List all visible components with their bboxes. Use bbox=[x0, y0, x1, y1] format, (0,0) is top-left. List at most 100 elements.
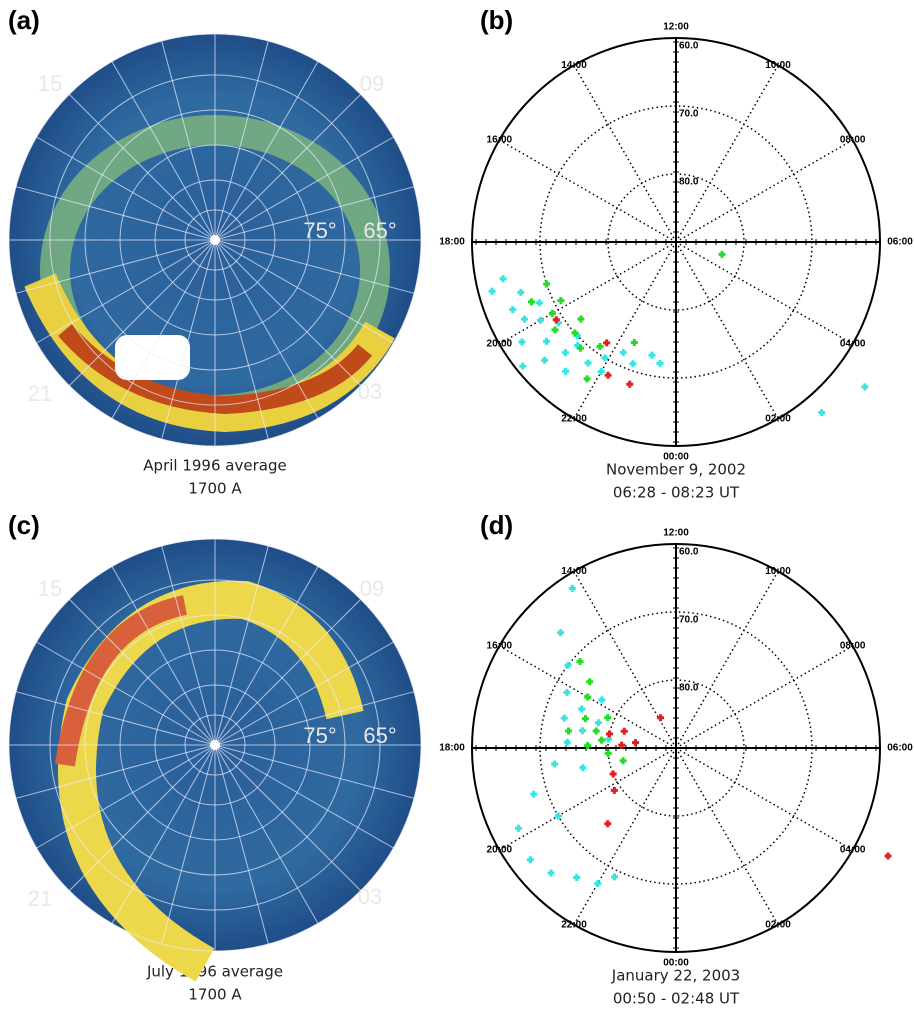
hour-label: 16:00 bbox=[487, 135, 513, 146]
latitude-label: 60.0 bbox=[679, 41, 699, 52]
hour-label: 20:00 bbox=[487, 339, 513, 350]
latitude-label: 70.0 bbox=[679, 615, 699, 626]
image-grid-spoke bbox=[214, 744, 319, 924]
image-grid-spoke bbox=[111, 744, 216, 924]
image-grid-spoke bbox=[111, 61, 216, 241]
image-grid-spoke bbox=[214, 136, 394, 241]
image-grid-spoke bbox=[214, 239, 362, 387]
latitude-label: 60.0 bbox=[679, 547, 699, 558]
image-grid-spoke bbox=[15, 691, 216, 746]
data-point bbox=[620, 727, 628, 735]
hour-label: 06:00 bbox=[887, 237, 913, 248]
data-point bbox=[578, 727, 586, 735]
data-point bbox=[577, 315, 585, 323]
image-grid-spoke bbox=[68, 93, 216, 241]
image-grid-spoke bbox=[15, 186, 216, 241]
hour-label: 06:00 bbox=[887, 743, 913, 754]
data-point bbox=[571, 329, 579, 337]
image-grid-spoke bbox=[214, 40, 269, 241]
data-point bbox=[603, 339, 611, 347]
data-point bbox=[551, 760, 559, 768]
caption: 1700 A bbox=[188, 986, 242, 1004]
data-point bbox=[861, 383, 869, 391]
hour-label: 10:00 bbox=[765, 566, 791, 577]
data-point bbox=[657, 714, 665, 722]
image-grid-spoke bbox=[161, 545, 216, 746]
aurora-core bbox=[55, 595, 188, 767]
image-grid-spoke bbox=[36, 641, 216, 746]
latitude-label: 80.0 bbox=[679, 683, 699, 694]
hour-label: 18:00 bbox=[439, 743, 465, 754]
latitude-label: 65° bbox=[363, 723, 396, 748]
caption: 06:28 - 08:23 UT bbox=[613, 484, 740, 502]
data-point bbox=[656, 359, 664, 367]
data-point bbox=[630, 339, 638, 347]
data-point bbox=[601, 354, 609, 362]
image-grid-spoke bbox=[68, 744, 216, 892]
data-point bbox=[576, 658, 584, 666]
image-grid-spoke bbox=[161, 40, 216, 241]
data-point bbox=[543, 337, 551, 345]
hour-label: 21 bbox=[28, 381, 52, 406]
data-point bbox=[604, 371, 612, 379]
data-point bbox=[563, 688, 571, 696]
hour-label: 15 bbox=[38, 71, 62, 96]
image-grid-spoke bbox=[214, 239, 415, 294]
data-point bbox=[578, 705, 586, 713]
hour-label: 10:00 bbox=[765, 60, 791, 71]
hour-label: 12:00 bbox=[663, 22, 689, 33]
data-point bbox=[592, 727, 600, 735]
hour-label: 08:00 bbox=[840, 135, 866, 146]
data-point bbox=[626, 380, 634, 388]
latitude-label: 80.0 bbox=[679, 177, 699, 188]
data-point bbox=[583, 375, 591, 383]
latitude-label: 75° bbox=[303, 723, 336, 748]
image-grid-spoke bbox=[214, 239, 394, 344]
image-grid-spoke bbox=[36, 136, 216, 241]
data-point bbox=[488, 287, 496, 295]
data-point bbox=[561, 349, 569, 357]
data-point bbox=[586, 678, 594, 686]
data-point bbox=[562, 367, 570, 375]
data-point bbox=[568, 584, 576, 592]
data-point bbox=[609, 770, 617, 778]
caption: April 1996 average bbox=[143, 457, 286, 475]
data-point bbox=[584, 742, 592, 750]
image-grid-spoke bbox=[15, 744, 216, 799]
image-grid-spoke bbox=[111, 239, 216, 419]
hour-label: 12:00 bbox=[663, 528, 689, 539]
image-grid-spoke bbox=[68, 239, 216, 387]
hour-label: 00:00 bbox=[663, 958, 689, 969]
hour-label: 03 bbox=[358, 884, 382, 909]
auroral-image bbox=[8, 538, 422, 982]
image-grid-spoke bbox=[214, 744, 362, 892]
caption: 00:50 - 02:48 UT bbox=[613, 990, 740, 1008]
latitude-label: 65° bbox=[363, 218, 396, 243]
data-point bbox=[551, 326, 559, 334]
data-point bbox=[610, 786, 618, 794]
image-grid-spoke bbox=[214, 186, 415, 241]
image-grid-spoke bbox=[161, 744, 216, 945]
data-point bbox=[596, 343, 604, 351]
data-point bbox=[632, 739, 640, 747]
image-grid-spoke bbox=[36, 239, 216, 344]
data-point bbox=[718, 250, 726, 258]
data-point bbox=[557, 297, 565, 305]
data-point bbox=[518, 338, 526, 346]
data-point bbox=[579, 764, 587, 772]
caption: July 1996 average bbox=[146, 963, 283, 981]
hour-label: 09 bbox=[360, 576, 384, 601]
data-point bbox=[554, 812, 562, 820]
hour-label: 21 bbox=[28, 886, 52, 911]
hour-label: 16:00 bbox=[487, 641, 513, 652]
data-point bbox=[884, 852, 892, 860]
data-point bbox=[521, 315, 529, 323]
pole bbox=[210, 740, 220, 750]
image-grid-spoke bbox=[214, 239, 319, 419]
latitude-label: 75° bbox=[303, 218, 336, 243]
data-point bbox=[619, 757, 627, 765]
hour-label: 14:00 bbox=[561, 566, 587, 577]
panel-label: (b) bbox=[480, 5, 513, 35]
hour-label: 09 bbox=[360, 71, 384, 96]
